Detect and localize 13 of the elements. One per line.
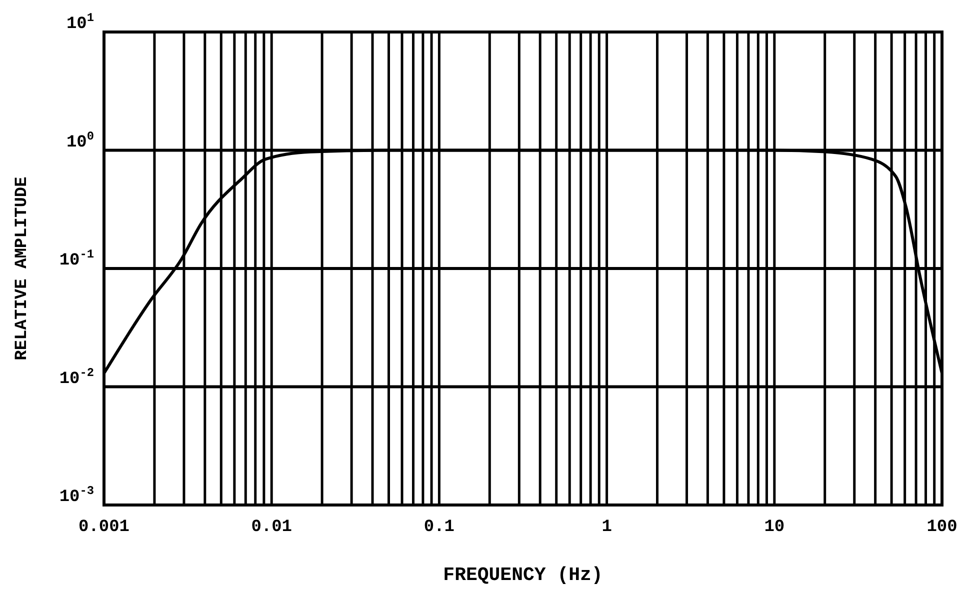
y-tick-label: 10$^{-2}$ (59, 366, 94, 389)
x-tick-label: 1 (602, 518, 612, 537)
x-axis-title: FREQUENCY (Hz) (443, 564, 603, 586)
y-tick-label: 10$^{0}$ (66, 129, 94, 152)
x-tick-label: 0.001 (78, 518, 130, 537)
y-tick-label: 10$^{-1}$ (59, 248, 94, 270)
x-tick-label: 10 (764, 518, 785, 537)
y-axis-title: RELATIVE AMPLITUDE (13, 176, 32, 360)
x-tick-label: 100 (926, 518, 958, 537)
y-tick-label: 10$^{-3}$ (59, 484, 94, 507)
x-tick-label: 0.01 (251, 518, 292, 537)
y-tick-label: 10$^{1}$ (66, 11, 94, 34)
x-tick-label: 0.1 (424, 518, 455, 537)
